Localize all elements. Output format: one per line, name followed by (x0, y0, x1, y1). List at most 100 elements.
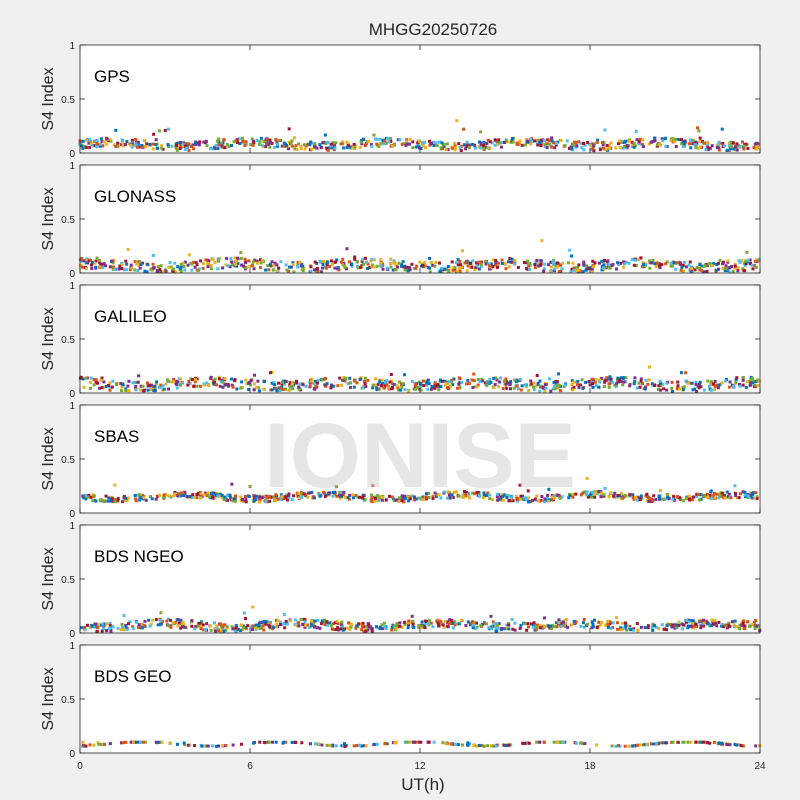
data-point (369, 259, 373, 263)
data-point (419, 624, 423, 628)
data-point (400, 625, 404, 629)
data-point (676, 495, 680, 499)
data-point (689, 269, 693, 273)
data-point (398, 624, 402, 628)
data-point (738, 145, 742, 149)
data-point (79, 144, 83, 148)
data-point (352, 385, 356, 389)
data-point (325, 146, 329, 150)
data-point (250, 137, 254, 141)
data-point (362, 379, 366, 383)
data-point (503, 140, 507, 144)
data-point (280, 623, 284, 627)
data-point (194, 625, 198, 629)
data-point (254, 623, 258, 627)
data-point (527, 625, 531, 629)
data-point (183, 743, 187, 747)
data-point (349, 146, 353, 150)
data-point (300, 262, 304, 266)
data-point (626, 624, 630, 628)
data-point (594, 383, 598, 387)
data-point (362, 625, 366, 629)
data-point (550, 136, 554, 140)
data-point (640, 142, 644, 146)
data-point (618, 146, 622, 150)
data-point (341, 140, 345, 144)
data-point (622, 380, 626, 384)
data-point (313, 387, 317, 391)
data-point (624, 260, 628, 264)
data-point (154, 740, 158, 744)
data-point (235, 138, 239, 142)
data-point (699, 626, 703, 630)
data-point (280, 494, 284, 498)
data-point (404, 265, 408, 269)
data-point (239, 623, 243, 627)
data-point (384, 626, 388, 630)
data-point (468, 265, 472, 269)
data-point (528, 267, 532, 271)
data-point (94, 265, 98, 269)
data-point (303, 620, 307, 624)
data-point (113, 498, 117, 502)
data-point (754, 491, 758, 495)
data-point (597, 490, 601, 494)
data-point (698, 139, 702, 143)
data-point (672, 261, 676, 265)
data-point (221, 266, 225, 270)
data-point (164, 382, 168, 386)
data-point (727, 148, 731, 152)
data-point (101, 627, 105, 631)
data-point (284, 740, 288, 744)
data-point (101, 622, 105, 626)
data-point (536, 499, 540, 503)
data-point (503, 262, 507, 266)
data-point (121, 741, 125, 745)
data-point (345, 140, 349, 144)
data-point (191, 143, 195, 147)
data-point (324, 141, 328, 145)
data-point (671, 623, 675, 627)
data-point (361, 495, 365, 499)
data-point (297, 142, 301, 146)
data-point (406, 626, 410, 630)
data-point (318, 260, 322, 264)
data-point (319, 270, 323, 274)
data-point (620, 621, 624, 625)
data-point (159, 383, 163, 387)
data-point (555, 493, 559, 497)
data-point (466, 741, 470, 745)
data-point (111, 379, 115, 383)
data-point (403, 622, 407, 626)
data-point (479, 263, 483, 267)
data-point (300, 492, 304, 496)
data-point (635, 138, 639, 142)
data-point (92, 625, 96, 629)
data-point (483, 622, 487, 626)
data-point (209, 375, 213, 379)
data-point (340, 491, 344, 495)
data-point (259, 625, 263, 629)
data-point (194, 260, 198, 264)
data-point (591, 385, 595, 389)
data-point (142, 496, 146, 500)
data-point (592, 265, 596, 269)
data-point (375, 142, 379, 146)
data-point (538, 141, 542, 145)
data-point (625, 628, 629, 632)
data-point (572, 619, 576, 623)
data-point (109, 629, 113, 633)
data-point (107, 626, 111, 630)
data-point (457, 622, 461, 626)
data-point (89, 495, 93, 499)
data-point (619, 139, 623, 143)
data-point (645, 492, 649, 496)
data-point (701, 624, 705, 628)
data-point (407, 142, 411, 146)
data-point (525, 137, 529, 141)
data-point (453, 141, 457, 145)
data-point (605, 378, 609, 382)
data-point (453, 143, 457, 147)
data-point (351, 493, 355, 497)
data-point (674, 137, 678, 141)
